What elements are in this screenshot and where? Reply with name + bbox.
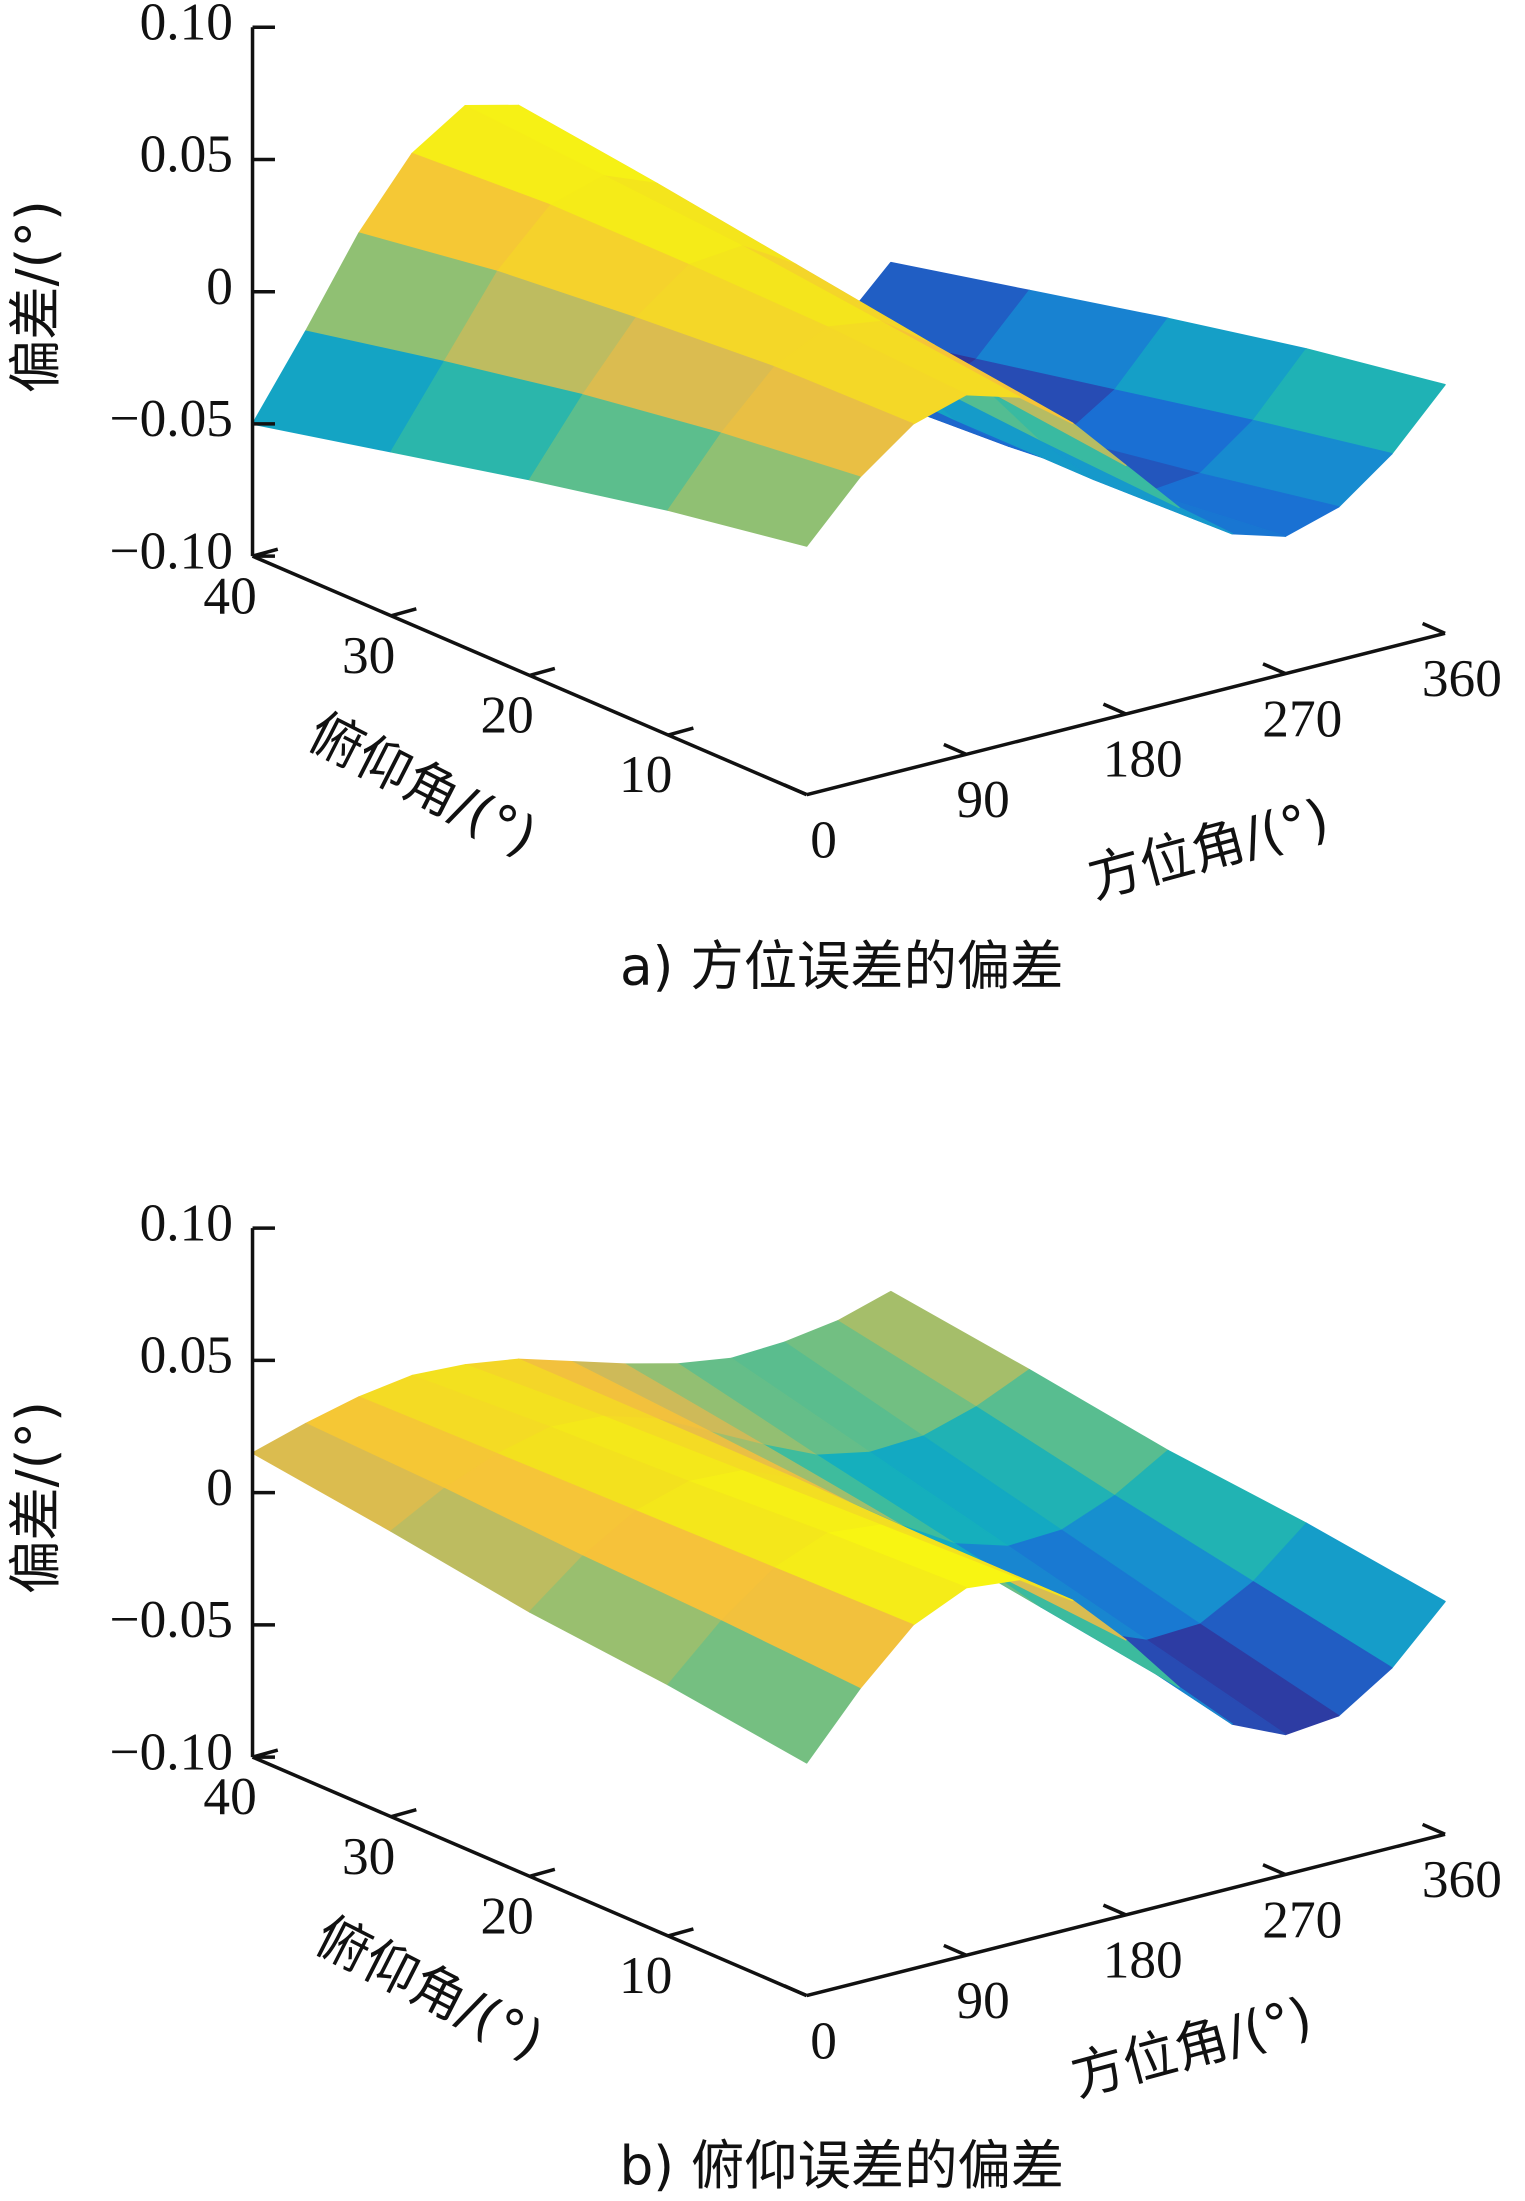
plot-a: a) 方位误差的偏差 偏差/(°) 俯仰角/(°) 方位角/(°) −0.10−… [5,0,1502,998]
x-axis-label: 方位角/(°) [1082,787,1336,911]
x-tick [1102,702,1127,716]
z-tick-label: −0.05 [110,388,233,448]
z-tick-label: −0.10 [110,520,233,580]
x-tick-label: 270 [1262,1889,1342,1949]
x-tick [943,1943,967,1957]
z-axis-label: 偏差/(°) [5,1401,67,1594]
z-tick-label: 0 [206,1457,233,1517]
z-tick-label: 0.10 [140,1192,233,1252]
y-tick [390,1807,417,1819]
x-tick-label: 180 [1103,729,1183,789]
y-tick [390,607,417,618]
y-tick [529,666,556,678]
y-tick-label: 40 [203,1766,256,1826]
z-tick-label: −0.10 [110,1721,233,1781]
y-tick-label: 10 [619,744,672,804]
y-tick [252,547,279,558]
plot-b: b) 俯仰误差的偏差 偏差/(°) 俯仰角/(°) 方位角/(°) −0.10−… [5,1192,1502,2197]
x-tick [943,742,967,756]
y-tick-label: 20 [481,1885,534,1945]
caption: b) 俯仰误差的偏差 [619,2135,1064,2197]
y-tick-label: 10 [619,1945,672,2005]
x-tick [783,783,808,797]
z-tick-label: 0.05 [140,1325,233,1385]
z-tick-label: 0.05 [140,124,233,184]
x-tick [1421,1822,1446,1836]
x-tick [1421,621,1446,635]
x-tick [1102,1903,1127,1917]
y-tick [252,1748,279,1759]
x-tick-label: 270 [1262,688,1342,748]
x-tick-label: 90 [956,769,1009,829]
surface-patch [667,1620,861,1764]
x-tick [1262,1863,1287,1877]
y-tick [529,1867,556,1879]
surface-patch [667,432,861,547]
z-tick-label: 0.10 [140,0,233,51]
x-tick [1262,662,1287,676]
caption: a) 方位误差的偏差 [620,936,1063,998]
y-tick [667,1927,694,1938]
z-tick-label: −0.05 [110,1589,233,1649]
x-tick-label: 0 [810,809,837,869]
x-tick [783,1984,808,1998]
x-tick-label: 0 [810,2010,837,2070]
y-tick-label: 40 [203,565,256,625]
x-axis-label: 方位角/(°) [1065,1985,1319,2109]
z-tick-label: 0 [206,256,233,316]
y-tick-label: 30 [342,625,395,685]
y-tick [667,726,694,737]
x-tick-label: 360 [1422,648,1502,708]
x-tick-label: 180 [1103,1930,1183,1990]
x-tick-label: 90 [956,1970,1009,2030]
y-tick-label: 30 [342,1826,395,1886]
x-tick-label: 360 [1422,1849,1502,1909]
z-axis-label: 偏差/(°) [5,200,67,393]
y-tick-label: 20 [481,685,534,745]
